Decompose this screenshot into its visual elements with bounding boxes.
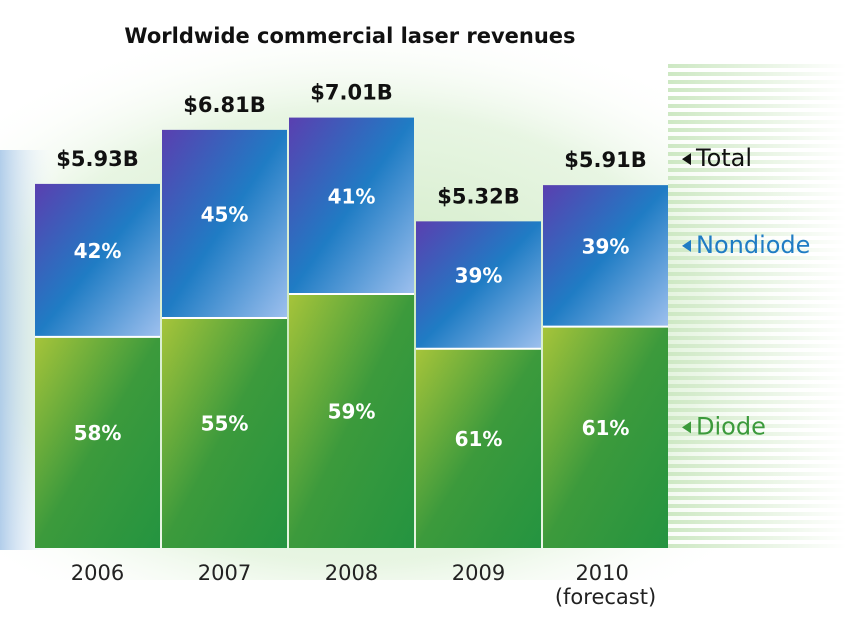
x-tick-label: 2010 (forecast) [555,561,656,609]
legend-marker [682,153,691,166]
total-label: $5.32B [437,184,519,208]
segment-label: 39% [455,264,503,288]
legend-label: Diode [696,412,766,440]
segment-label: 59% [328,400,376,424]
bar-segment [543,326,668,548]
legend-marker [682,239,691,252]
background-fade [668,60,846,550]
bar-segment [162,129,287,319]
bar-segment [416,348,541,548]
segment-label: 41% [328,184,376,208]
legend-label: Total [695,144,752,172]
total-label: $7.01B [310,81,392,105]
segment-label: 39% [582,234,630,258]
legend-label: Nondiode [696,231,810,259]
x-tick-label: 2008 [325,561,378,585]
bar-segment [289,294,414,548]
plot: 58% 42% $5.93B 2006 55% 45% $6.81B 2007 59% 41% $7… [35,81,810,609]
bar-segment [162,318,287,548]
segment-label: 61% [582,416,630,440]
total-label: $5.91B [564,148,646,172]
bar-segment [543,185,668,327]
bar-segment [289,117,414,295]
segment-label: 58% [74,421,122,445]
x-tick-label: 2009 [452,561,505,585]
segment-label: 55% [201,412,249,436]
total-label: $5.93B [56,147,138,171]
x-tick-label: 2007 [198,561,251,585]
segment-label: 42% [74,239,122,263]
bar-segment [416,221,541,349]
segment-label: 61% [455,427,503,451]
chart-title: Worldwide commercial laser revenues [124,24,575,48]
total-label: $6.81B [183,93,265,117]
x-tick-label: 2006 [71,561,124,585]
bar-segment [35,336,160,548]
legend-marker [682,421,691,434]
segment-label: 45% [201,202,249,226]
bar-segment [35,183,160,337]
